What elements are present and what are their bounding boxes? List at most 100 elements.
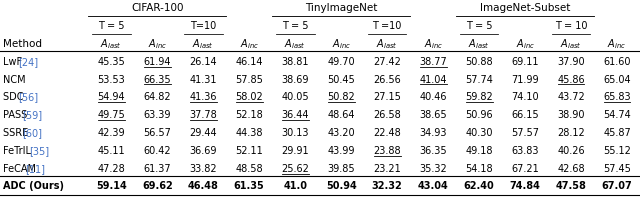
Text: ADC (Ours): ADC (Ours) [3,181,64,191]
Text: 63.39: 63.39 [143,110,171,120]
Text: 35.32: 35.32 [419,163,447,173]
Text: 57.57: 57.57 [511,127,539,137]
Text: 59.14: 59.14 [96,181,127,191]
Text: 66.35: 66.35 [143,74,171,84]
Text: 38.65: 38.65 [419,110,447,120]
Text: 40.46: 40.46 [419,92,447,102]
Text: 42.39: 42.39 [97,127,125,137]
Text: T = 5: T = 5 [282,21,308,31]
Text: 47.58: 47.58 [556,181,586,191]
Text: CIFAR-100: CIFAR-100 [131,3,184,13]
Text: 54.74: 54.74 [603,110,631,120]
Text: [60]: [60] [22,127,42,137]
Text: 32.32: 32.32 [372,181,403,191]
Text: 67.21: 67.21 [511,163,539,173]
Text: 41.36: 41.36 [189,92,217,102]
Text: SSRE: SSRE [3,127,31,137]
Text: 69.11: 69.11 [511,56,539,66]
Text: 43.99: 43.99 [328,145,355,155]
Text: 40.26: 40.26 [557,145,585,155]
Text: 48.58: 48.58 [236,163,263,173]
Text: PASS: PASS [3,110,31,120]
Text: 38.69: 38.69 [282,74,309,84]
Text: 45.11: 45.11 [97,145,125,155]
Text: 23.88: 23.88 [373,145,401,155]
Text: 54.94: 54.94 [97,92,125,102]
Text: 57.85: 57.85 [236,74,263,84]
Text: $A_{inc}$: $A_{inc}$ [516,37,534,51]
Text: $A_{last}$: $A_{last}$ [560,37,582,51]
Text: T =10: T =10 [372,21,402,31]
Text: 57.45: 57.45 [603,163,631,173]
Text: 44.38: 44.38 [236,127,263,137]
Text: 45.87: 45.87 [603,127,631,137]
Text: [59]: [59] [22,110,42,120]
Text: 74.10: 74.10 [511,92,539,102]
Text: FeTrIL: FeTrIL [3,145,35,155]
Text: 40.05: 40.05 [282,92,309,102]
Text: $A_{last}$: $A_{last}$ [376,37,398,51]
Text: [56]: [56] [18,92,38,102]
Text: $A_{last}$: $A_{last}$ [100,37,122,51]
Text: 50.82: 50.82 [327,92,355,102]
Text: 49.18: 49.18 [465,145,493,155]
Text: 74.84: 74.84 [509,181,541,191]
Text: 33.82: 33.82 [189,163,217,173]
Text: 49.75: 49.75 [97,110,125,120]
Text: 61.37: 61.37 [143,163,171,173]
Text: 69.62: 69.62 [142,181,173,191]
Text: [35]: [35] [29,145,49,155]
Text: 23.21: 23.21 [373,163,401,173]
Text: 50.45: 50.45 [327,74,355,84]
Text: 38.90: 38.90 [557,110,585,120]
Text: 55.12: 55.12 [603,145,631,155]
Text: 64.82: 64.82 [143,92,171,102]
Text: 43.04: 43.04 [418,181,449,191]
Text: 46.48: 46.48 [188,181,219,191]
Text: 50.88: 50.88 [465,56,493,66]
Text: 41.0: 41.0 [283,181,307,191]
Text: 40.30: 40.30 [465,127,493,137]
Text: 48.64: 48.64 [328,110,355,120]
Text: 71.99: 71.99 [511,74,539,84]
Text: 38.81: 38.81 [282,56,309,66]
Text: 53.53: 53.53 [97,74,125,84]
Text: 22.48: 22.48 [373,127,401,137]
Text: T = 5: T = 5 [466,21,492,31]
Text: $A_{inc}$: $A_{inc}$ [424,37,443,51]
Text: 26.56: 26.56 [373,74,401,84]
Text: 27.15: 27.15 [373,92,401,102]
Text: 52.11: 52.11 [236,145,263,155]
Text: 45.86: 45.86 [557,74,585,84]
Text: 61.94: 61.94 [143,56,171,66]
Text: 39.85: 39.85 [328,163,355,173]
Text: 65.83: 65.83 [604,92,631,102]
Text: 50.96: 50.96 [465,110,493,120]
Text: 42.68: 42.68 [557,163,585,173]
Text: 37.90: 37.90 [557,56,585,66]
Text: 36.44: 36.44 [282,110,309,120]
Text: 61.60: 61.60 [604,56,631,66]
Text: 38.77: 38.77 [419,56,447,66]
Text: 29.91: 29.91 [282,145,309,155]
Text: 49.70: 49.70 [328,56,355,66]
Text: 61.35: 61.35 [234,181,264,191]
Text: $A_{inc}$: $A_{inc}$ [332,37,351,51]
Text: $A_{last}$: $A_{last}$ [284,37,306,51]
Text: $A_{last}$: $A_{last}$ [468,37,490,51]
Text: 41.31: 41.31 [189,74,217,84]
Text: 62.40: 62.40 [464,181,495,191]
Text: 65.04: 65.04 [604,74,631,84]
Text: LwF: LwF [3,56,26,66]
Text: 29.44: 29.44 [189,127,217,137]
Text: 50.94: 50.94 [326,181,356,191]
Text: T = 5: T = 5 [98,21,125,31]
Text: 30.13: 30.13 [282,127,309,137]
Text: T = 10: T = 10 [555,21,588,31]
Text: $A_{last}$: $A_{last}$ [193,37,214,51]
Text: 25.62: 25.62 [281,163,309,173]
Text: 34.93: 34.93 [419,127,447,137]
Text: T=10: T=10 [190,21,216,31]
Text: $A_{inc}$: $A_{inc}$ [148,37,167,51]
Text: NCM: NCM [3,74,26,84]
